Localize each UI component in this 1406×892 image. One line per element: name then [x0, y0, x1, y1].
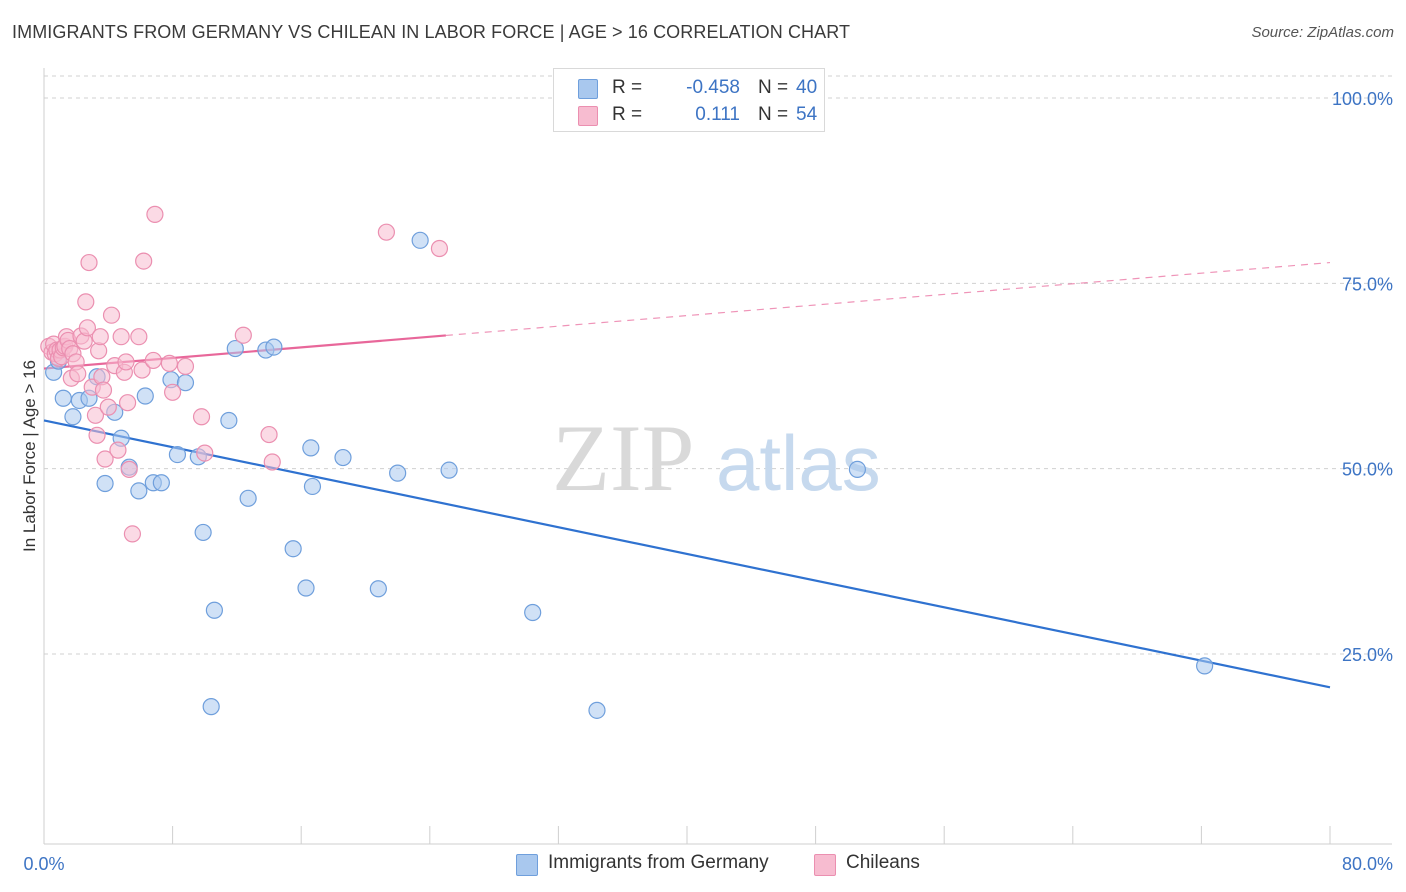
bottom-legend-label: Chileans [846, 852, 920, 873]
data-point [86, 406, 105, 424]
y-axis-label: In Labor Force | Age > 16 [20, 360, 39, 552]
trend-line-extension-pink [445, 261, 1331, 337]
bottom-legend-label: Immigrants from Germany [548, 852, 769, 873]
data-point [265, 338, 283, 356]
data-point [389, 464, 407, 482]
legend-r-value: -0.458 [686, 77, 740, 98]
data-point [524, 603, 542, 622]
bottom-legend-swatch-chileans [814, 854, 836, 876]
data-points [40, 205, 1214, 719]
y-tick-label: 100.0% [1332, 89, 1393, 109]
data-point [202, 698, 220, 716]
data-point [88, 426, 106, 444]
tick-labels: 25.0% 50.0% 75.0% 100.0% 0.0% 80.0% [23, 89, 1393, 874]
data-point [848, 460, 866, 479]
correlation-legend: R = -0.458 N = 40 R = 0.111 N = 54 [553, 68, 825, 132]
axes [43, 68, 1392, 845]
data-point [109, 441, 127, 459]
data-point [430, 239, 449, 258]
trend-line-blue [43, 419, 1331, 689]
watermark: ZIP atlas [552, 405, 881, 511]
chart-title: IMMIGRANTS FROM GERMANY VS CHILEAN IN LA… [12, 22, 851, 42]
gridlines [44, 75, 1392, 655]
x-tick-label: 80.0% [1342, 854, 1393, 874]
data-point [239, 489, 257, 507]
data-point [133, 361, 151, 379]
data-point [112, 328, 130, 346]
data-point [196, 444, 214, 462]
data-point [69, 365, 87, 383]
legend-n-label: N = [758, 104, 789, 125]
data-point [297, 579, 315, 597]
data-point [369, 580, 387, 598]
legend-n-value: 40 [796, 77, 818, 98]
data-point [99, 398, 117, 416]
y-tick-label: 50.0% [1342, 460, 1393, 480]
data-point [303, 477, 322, 496]
data-point [220, 411, 238, 430]
data-point [302, 439, 320, 457]
data-point [96, 450, 114, 468]
data-point [144, 351, 162, 370]
data-point [176, 357, 195, 375]
data-point [377, 223, 395, 241]
data-point [96, 474, 114, 493]
legend-swatch-chileans [578, 106, 598, 126]
data-point [168, 445, 187, 464]
data-point [146, 205, 164, 223]
data-point [284, 540, 302, 558]
data-point [226, 339, 244, 358]
data-point [260, 425, 278, 444]
data-point [263, 453, 281, 471]
data-point [130, 328, 148, 346]
data-point [117, 353, 135, 371]
x-tick-label: 0.0% [23, 854, 64, 874]
data-point [118, 394, 137, 412]
data-point [234, 326, 252, 344]
data-point [411, 231, 429, 249]
data-point [80, 253, 98, 272]
data-point [192, 408, 211, 426]
legend-n-label: N = [758, 77, 789, 98]
data-point [164, 383, 182, 401]
source-note: Source: ZipAtlas.com [1251, 24, 1394, 41]
y-tick-label: 25.0% [1342, 645, 1393, 665]
data-point [1196, 657, 1214, 675]
data-point [136, 387, 154, 405]
data-point [94, 381, 113, 399]
legend-r-value: 0.111 [695, 104, 740, 125]
legend-swatch-germany [578, 79, 598, 99]
data-point [135, 252, 153, 270]
legend-n-value: 54 [796, 104, 818, 125]
data-point [64, 408, 82, 426]
series-blue [45, 231, 1214, 719]
data-point [120, 460, 138, 479]
data-point [334, 448, 352, 467]
y-tick-label: 75.0% [1342, 274, 1393, 294]
data-point [194, 523, 212, 542]
bottom-legend-swatch-germany [516, 854, 538, 876]
data-point [78, 319, 97, 337]
data-point [588, 701, 606, 719]
data-point [130, 482, 148, 500]
data-point [160, 354, 178, 372]
data-point [54, 389, 72, 407]
data-point [91, 328, 109, 346]
watermark-zip: ZIP [552, 405, 695, 511]
legend-r-label: R = [612, 104, 643, 125]
data-point [77, 293, 95, 311]
data-point [440, 461, 458, 479]
data-point [205, 601, 223, 619]
series-pink [40, 205, 449, 543]
data-point [102, 306, 121, 324]
data-point [152, 474, 170, 492]
data-point [90, 342, 108, 360]
data-point [123, 525, 142, 543]
legend-r-label: R = [612, 77, 643, 98]
